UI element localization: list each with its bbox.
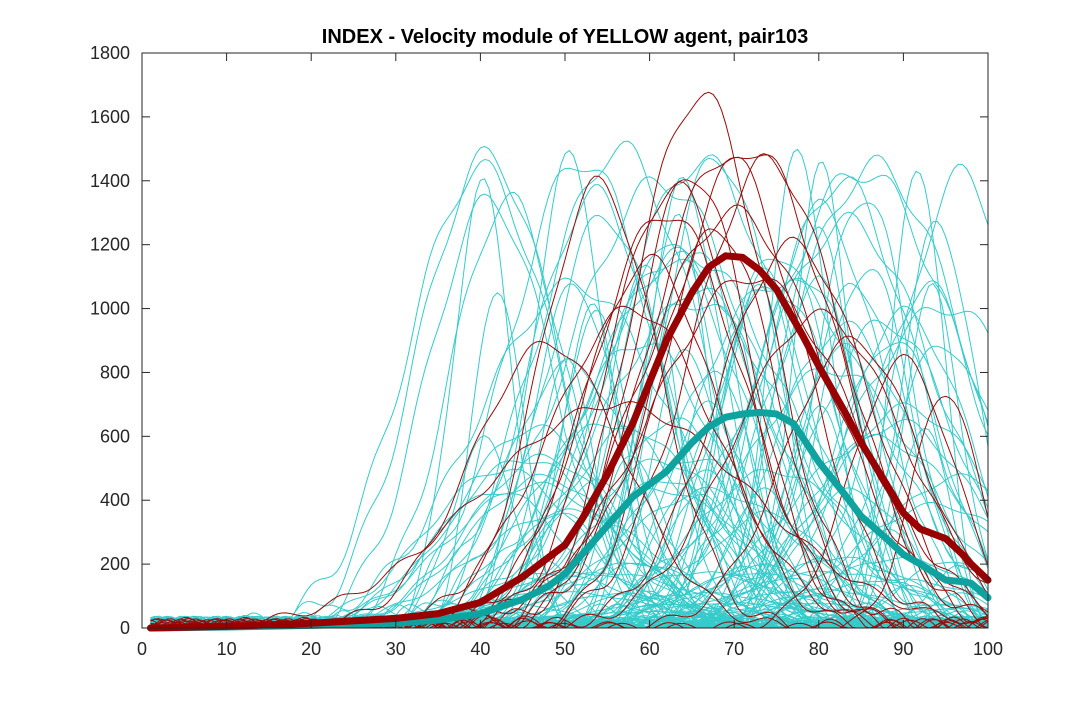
mean-teal-line bbox=[147, 408, 992, 632]
x-tick-label: 40 bbox=[470, 639, 490, 659]
x-axis-ticks: 0 10 20 30 40 50 60 70 80 90 100 bbox=[137, 53, 1003, 659]
x-tick-label: 90 bbox=[893, 639, 913, 659]
x-tick-label: 10 bbox=[217, 639, 237, 659]
x-tick-label: 20 bbox=[301, 639, 321, 659]
y-tick-label: 400 bbox=[100, 490, 130, 510]
x-tick-label: 80 bbox=[809, 639, 829, 659]
x-tick-label: 70 bbox=[724, 639, 744, 659]
y-tick-label: 1200 bbox=[90, 235, 130, 255]
x-tick-label: 30 bbox=[386, 639, 406, 659]
y-tick-label: 600 bbox=[100, 426, 130, 446]
y-tick-label: 1400 bbox=[90, 171, 130, 191]
x-tick-label: 50 bbox=[555, 639, 575, 659]
y-tick-label: 0 bbox=[120, 618, 130, 638]
y-tick-label: 800 bbox=[100, 362, 130, 382]
red-trial-line bbox=[150, 153, 989, 629]
mean-red-line bbox=[147, 252, 992, 632]
y-tick-label: 1600 bbox=[90, 107, 130, 127]
x-tick-label: 0 bbox=[137, 639, 147, 659]
x-tick-label: 60 bbox=[640, 639, 660, 659]
x-tick-label: 100 bbox=[973, 639, 1003, 659]
y-tick-label: 200 bbox=[100, 554, 130, 574]
y-axis-ticks: 0 200 400 600 800 1000 1200 1400 1600 1800 bbox=[90, 43, 988, 638]
y-tick-label: 1000 bbox=[90, 299, 130, 319]
chart-title: INDEX - Velocity module of YELLOW agent,… bbox=[322, 26, 808, 48]
y-tick-label: 1800 bbox=[90, 43, 130, 63]
red-trial-line bbox=[150, 401, 989, 629]
